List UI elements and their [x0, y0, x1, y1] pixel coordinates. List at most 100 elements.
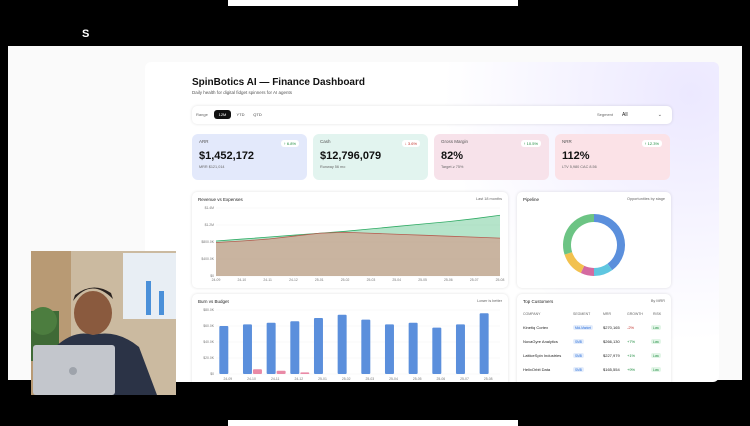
kpi-badge: ↑ 6.8%: [280, 140, 299, 147]
kpi-value: 82%: [441, 150, 464, 162]
burn-bar: [384, 324, 394, 374]
col-header-growth: GROWTH: [627, 312, 643, 316]
donut-slice: [580, 265, 595, 276]
customers-panel-title: Top Customers: [523, 299, 554, 304]
pipeline-panel-title: Pipeline: [523, 197, 540, 202]
x-tick-label: 24-11: [263, 278, 272, 282]
y-tick-label: $40.0K: [203, 340, 214, 344]
kpi-badge: ↓ 3.6%: [401, 140, 420, 147]
range-pill-ytd[interactable]: YTD: [236, 112, 245, 117]
kpi-card-gross-margin: Gross Margin 82% Target ≥ 75% ↑ 10.5%: [434, 134, 549, 180]
x-tick-label: 25-05: [413, 377, 422, 381]
burn-bar: [252, 369, 262, 374]
customer-segment: SMB: [573, 367, 584, 372]
customer-risk: Low: [651, 353, 661, 358]
x-tick-label: 24-09: [212, 278, 221, 282]
col-header-risk: RISK: [653, 312, 662, 316]
burn-bar: [479, 313, 489, 374]
burn-bar: [408, 322, 418, 374]
series-area: [216, 232, 500, 276]
y-tick-label: $800.0K: [201, 240, 214, 244]
kpi-badge: ↑ 10.5%: [520, 140, 541, 147]
burn-chart: $80.0K $60.0K $40.0K $20.0K $0 24-09 24-10 24-1…: [203, 308, 500, 381]
x-tick-label: 25-05: [418, 278, 427, 282]
col-header-mrr: MRR: [603, 312, 611, 316]
segment-select[interactable]: All ⌄: [622, 110, 666, 120]
series-line: [215, 231, 501, 243]
burn-panel-note: Lower is better: [477, 299, 502, 303]
kpi-card-arr: ARR $1,452,172 MRR $121,014 ↑ 6.8%: [192, 134, 307, 180]
customer-segment: SMB: [573, 353, 584, 358]
x-tick-label: 24-12: [294, 377, 303, 381]
burn-panel: Burn vs Budget Lower is better $80.0K $60…: [192, 294, 508, 382]
y-tick-label: $0: [210, 372, 214, 376]
range-pill-12m[interactable]: 12M: [214, 110, 231, 119]
x-tick-label: 24-10: [247, 377, 256, 381]
kpi-label: Gross Margin: [441, 139, 469, 144]
y-tick-label: $1.2M: [205, 223, 215, 227]
burn-bar: [361, 319, 371, 374]
x-tick-label: 24-12: [289, 278, 298, 282]
segment-label: Segment: [597, 112, 614, 117]
x-tick-label: 25-02: [342, 377, 351, 381]
customer-company: LatticeSpin Industries: [523, 353, 562, 358]
x-tick-label: 25-08: [496, 278, 505, 282]
y-tick-label: $60.0K: [203, 324, 214, 328]
x-tick-label: 25-07: [460, 377, 469, 381]
customer-risk: Low: [651, 367, 661, 372]
corner-mark: S: [82, 28, 90, 40]
x-tick-label: 25-07: [470, 278, 479, 282]
dashboard-window: SpinBotics AI — Finance Dashboard Daily …: [145, 62, 719, 382]
y-tick-label: $80.0K: [203, 308, 214, 312]
customer-mrr: $266,130: [603, 339, 620, 344]
kpi-label: Cash: [320, 139, 331, 144]
kpi-sub: LTV 5,980 CAC 8.56: [562, 165, 597, 169]
donut-slice: [593, 263, 613, 276]
burn-bar: [242, 324, 252, 374]
x-tick-label: 25-01: [318, 377, 327, 381]
segment-value: All: [622, 112, 628, 118]
customer-segment: SMB: [573, 339, 584, 344]
x-tick-label: 24-09: [223, 377, 232, 381]
kpi-card-cash: Cash $12,796,079 Runway 56 mo ↓ 3.6%: [313, 134, 428, 180]
chevron-down-icon: ⌄: [657, 112, 662, 118]
bottom-highlight-bar: [228, 420, 518, 426]
donut-slice: [593, 214, 625, 271]
presenter-webcam-overlay: [31, 251, 176, 395]
letterbox-left: [0, 0, 8, 426]
x-tick-label: 25-08: [484, 377, 493, 381]
kpi-sub: MRR $121,014: [199, 165, 225, 169]
pipeline-panel: Pipeline Opportunities by stage: [517, 192, 671, 288]
x-tick-label: 24-10: [237, 278, 246, 282]
dashboard-subtitle: Daily health for digital fidget spinners…: [192, 90, 293, 95]
customers-panel-note: By MRR: [650, 299, 665, 303]
revenue-panel-note: Last 18 months: [476, 197, 502, 201]
pipeline-donut-chart: [563, 214, 625, 276]
customer-mrr: $270,165: [603, 325, 620, 330]
burn-bar: [313, 318, 323, 374]
customer-mrr: $165,554: [603, 367, 620, 372]
customer-risk: Low: [651, 339, 661, 344]
y-tick-label: $0: [210, 274, 214, 278]
burn-panel-title: Burn vs Budget: [198, 299, 229, 304]
customer-growth: +1%: [627, 353, 636, 358]
customer-company: NovaGyre Analytics: [523, 339, 558, 344]
x-tick-label: 25-04: [389, 377, 398, 381]
pipeline-panel-note: Opportunities by stage: [627, 197, 665, 201]
dashboard-title: SpinBotics AI — Finance Dashboard: [192, 77, 365, 88]
col-header-segment: SEGMENT: [573, 312, 591, 316]
x-tick-label: 25-04: [392, 278, 401, 282]
range-pill-qtd[interactable]: QTD: [253, 112, 262, 117]
donut-slice: [564, 251, 585, 274]
burn-bar: [455, 324, 465, 374]
burn-bar: [266, 322, 276, 374]
series-line: [215, 214, 501, 242]
x-tick-label: 25-06: [444, 278, 453, 282]
y-tick-label: $20.0K: [203, 356, 214, 360]
donut-slice: [563, 214, 595, 255]
x-tick-label: 24-11: [271, 377, 280, 381]
customer-mrr: $227,979: [603, 353, 620, 358]
customer-company: HelixOrbit Data: [523, 367, 551, 372]
y-tick-label: $400.0K: [201, 257, 214, 261]
